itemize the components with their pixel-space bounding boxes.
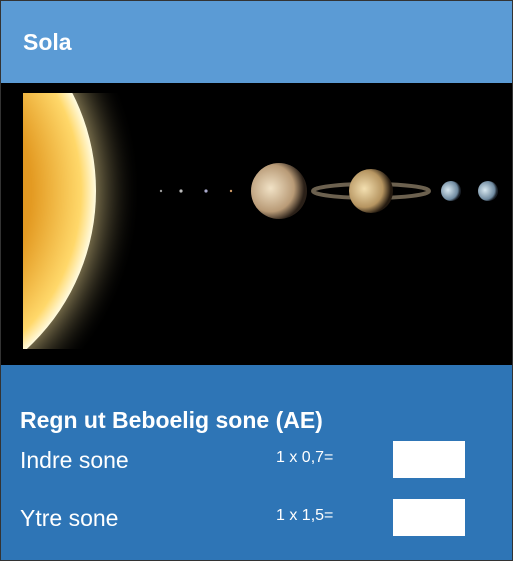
section-title: Regn ut Beboelig sone (AE) — [20, 407, 323, 434]
row-formula: 1 x 0,7= — [276, 449, 333, 467]
header: Sola — [1, 1, 512, 83]
answer-input[interactable] — [393, 441, 465, 478]
row-label: Indre sone — [20, 447, 129, 474]
exercise-panel: Regn ut Beboelig sone (AE) Indre sone 1 … — [1, 365, 512, 560]
header-title: Sola — [23, 29, 72, 56]
card: Sola — [0, 0, 513, 561]
row-formula: 1 x 1,5= — [276, 507, 333, 525]
solar-system-image — [1, 83, 512, 365]
row-label: Ytre sone — [20, 505, 118, 532]
answer-input[interactable] — [393, 499, 465, 536]
